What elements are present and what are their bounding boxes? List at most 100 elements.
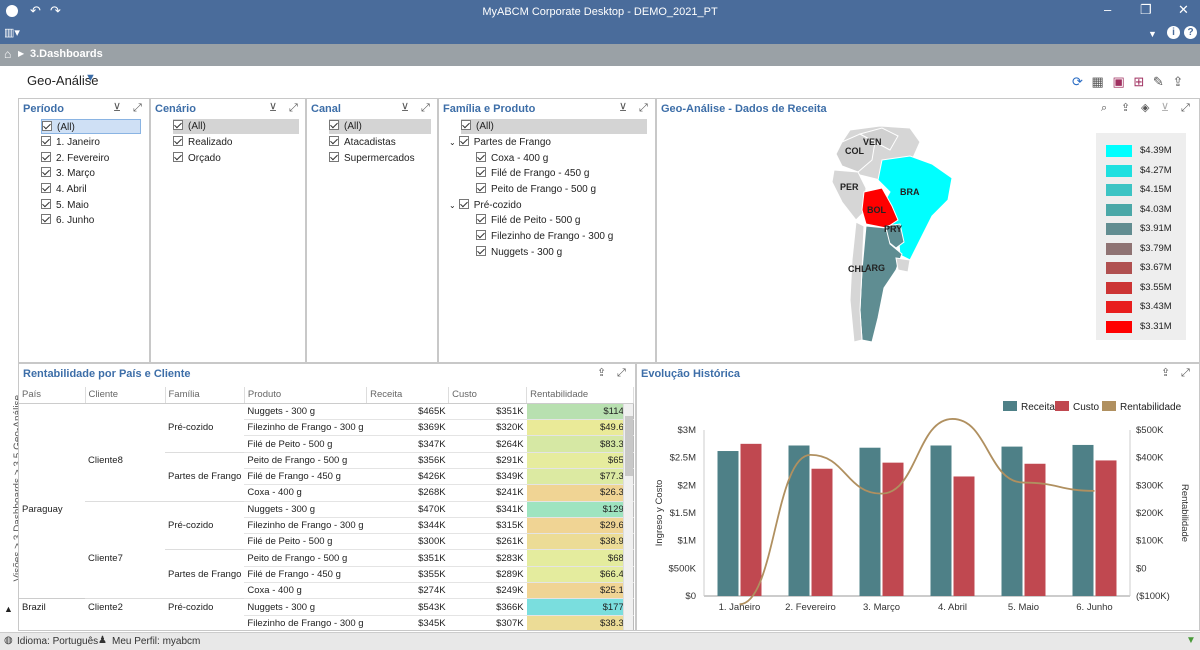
list-item[interactable]: Filezinho de Frango - 300 g	[476, 229, 613, 244]
clear-filter-icon[interactable]: ⊻	[1161, 102, 1170, 114]
list-item[interactable]: (All)	[173, 119, 299, 134]
table-row[interactable]: Filezinho de Frango - 300 g $345K $307K $38…	[19, 615, 635, 630]
chart-legend-item[interactable]: Receita	[1003, 401, 1055, 413]
refresh-icon[interactable]: ⟳	[1072, 74, 1083, 89]
redo-icon[interactable]: ↷	[50, 3, 61, 18]
edit-icon[interactable]: ✎	[1152, 74, 1164, 89]
filter-icon[interactable]: ▼	[85, 72, 96, 84]
table-row[interactable]: Cliente7 Peito de Frango - 500 g $351K $283…	[19, 549, 635, 567]
list-item[interactable]: 6. Junho	[41, 213, 94, 228]
list-item[interactable]: Supermercados	[329, 151, 415, 166]
map-label-bol: BOL	[867, 205, 886, 215]
list-item[interactable]: Realizado	[173, 135, 232, 150]
maximize-icon[interactable]: ⤢	[1181, 102, 1190, 114]
table-cell-cliente	[85, 484, 165, 502]
layers-icon[interactable]: ◈	[1141, 102, 1150, 114]
maximize-icon[interactable]: ⤢	[133, 102, 142, 114]
chevron-down-icon[interactable]: ⌄	[449, 201, 456, 210]
list-item[interactable]: Coxa - 400 g	[476, 151, 548, 166]
table-cell-rent: $38.9K	[526, 533, 635, 551]
table-cell-rent: $177K	[526, 598, 635, 616]
list-item[interactable]: ⌄ Partes de Frango	[449, 136, 551, 148]
chevron-down-icon[interactable]: ⌄	[449, 138, 456, 147]
zoom-icon[interactable]: ⌕	[1101, 102, 1108, 114]
maximize-icon[interactable]: ⤢	[1181, 367, 1190, 379]
table-row[interactable]: Coxa - 400 g $274K $249K $25.1K	[19, 582, 635, 600]
close-icon[interactable]: ✕	[1178, 2, 1189, 17]
filter-status-icon[interactable]: ▼	[1186, 635, 1196, 646]
maximize-icon[interactable]: ⤢	[289, 102, 298, 114]
export-icon[interactable]: ⇪	[597, 367, 607, 379]
home-icon[interactable]: ⌂	[4, 47, 12, 61]
clear-filter-icon[interactable]: ⊻	[113, 102, 122, 114]
list-item[interactable]: 5. Maio	[41, 198, 89, 213]
list-item[interactable]: Atacadistas	[329, 135, 396, 150]
list-item[interactable]: Filé de Frango - 450 g	[476, 166, 589, 181]
list-item[interactable]: (All)	[41, 119, 141, 134]
maximize-icon[interactable]: ⤢	[639, 102, 648, 114]
list-item[interactable]: (All)	[461, 119, 647, 134]
export-icon[interactable]: ⇪	[1172, 74, 1184, 89]
save-icon[interactable]: ▣	[1112, 74, 1125, 89]
maximize-icon[interactable]: ⤢	[421, 102, 430, 114]
column-header[interactable]: Produto	[244, 387, 368, 404]
table-row[interactable]: Coxa - 400 g $268K $241K $26.3K	[19, 484, 635, 502]
breadcrumb[interactable]: 3.Dashboards	[30, 48, 103, 60]
list-item[interactable]: Peito de Frango - 500 g	[476, 182, 596, 197]
help-icon[interactable]: ?	[1184, 26, 1197, 39]
clear-filter-icon[interactable]: ⊻	[401, 102, 410, 114]
scrollbar[interactable]	[623, 404, 633, 630]
table-row[interactable]: Partes de Frango Filé de Frango - 450 g $4…	[19, 468, 635, 486]
column-header[interactable]: Família	[165, 387, 245, 404]
save-as-icon[interactable]: ⊞	[1133, 74, 1145, 89]
legend-swatch	[1106, 184, 1132, 196]
chart-legend-item[interactable]: Rentabilidade	[1102, 401, 1181, 413]
layout-menu-icon[interactable]: ▥▾	[4, 27, 20, 39]
column-header[interactable]: Rentabilidade	[526, 387, 635, 404]
list-item[interactable]: Orçado	[173, 151, 221, 166]
table-row[interactable]: Filé de Peito - 500 g $300K $261K $38.9K	[19, 533, 635, 551]
table-row[interactable]: Cliente8 Peito de Frango - 500 g $356K $291…	[19, 452, 635, 469]
list-item[interactable]: (All)	[329, 119, 431, 134]
list-item[interactable]: 3. Março	[41, 166, 95, 181]
table-cell-pais	[19, 550, 85, 566]
table-row[interactable]: Pré-cozido Filezinho de Frango - 300 g $36…	[19, 419, 635, 437]
export-icon[interactable]: ⇪	[1121, 102, 1131, 114]
clear-filter-icon[interactable]: ⊻	[269, 102, 278, 114]
list-item[interactable]: 2. Fevereiro	[41, 151, 109, 166]
profile-status[interactable]: Meu Perfil: myabcm	[112, 636, 201, 647]
list-item[interactable]: ⌄ Pré-cozido	[449, 199, 522, 211]
column-header[interactable]: Custo	[448, 387, 528, 404]
column-header[interactable]: País	[19, 387, 86, 404]
clear-filter-icon[interactable]: ⊻	[619, 102, 628, 114]
list-item[interactable]: 4. Abril	[41, 182, 87, 197]
table-cell-receita: $470K	[366, 501, 449, 518]
maximize-icon[interactable]: ⤢	[617, 367, 626, 379]
column-header[interactable]: Receita	[366, 387, 450, 404]
table-row[interactable]: Filé de Peito - 500 g $347K $264K $83.3K	[19, 435, 635, 453]
table-cell-custo: $289K	[448, 566, 527, 584]
export-icon[interactable]: ⇪	[1161, 367, 1171, 379]
list-item[interactable]: 1. Janeiro	[41, 135, 100, 150]
restore-icon[interactable]: ❐	[1140, 2, 1152, 17]
column-header[interactable]: Cliente	[85, 387, 166, 404]
south-america-map[interactable]	[820, 120, 970, 350]
grid-icon[interactable]: ▦	[1091, 74, 1104, 89]
table-cell-cliente: Cliente7	[88, 552, 123, 564]
table-row[interactable]: Nuggets - 300 g $465K $351K $114K	[19, 403, 635, 421]
chart-legend-item[interactable]: Custo	[1055, 401, 1099, 413]
table-row[interactable]: Partes de Frango Filé de Frango - 450 g $3…	[19, 566, 635, 584]
undo-icon[interactable]: ↶	[30, 3, 41, 18]
table-row[interactable]: Paraguay Nuggets - 300 g $470K $341K $129K	[19, 501, 635, 518]
collapse-arrow-icon[interactable]: ▲	[4, 604, 13, 614]
dropdown-icon[interactable]: ▼	[1148, 29, 1157, 39]
list-item[interactable]: Nuggets - 300 g	[476, 245, 562, 260]
table-row[interactable]: Brazil Cliente2 Pré-cozido Nuggets - 300 g $…	[19, 598, 635, 616]
language-status[interactable]: Idioma: Português	[17, 636, 99, 647]
minimize-icon[interactable]: –	[1104, 2, 1112, 17]
info-icon[interactable]: i	[1167, 26, 1180, 39]
table-row[interactable]: Pré-cozido Filezinho de Frango - 300 g $34…	[19, 517, 635, 535]
list-item[interactable]: Filé de Peito - 500 g	[476, 213, 581, 228]
table-cell-cliente	[85, 534, 165, 550]
app-logo-icon	[6, 5, 18, 17]
